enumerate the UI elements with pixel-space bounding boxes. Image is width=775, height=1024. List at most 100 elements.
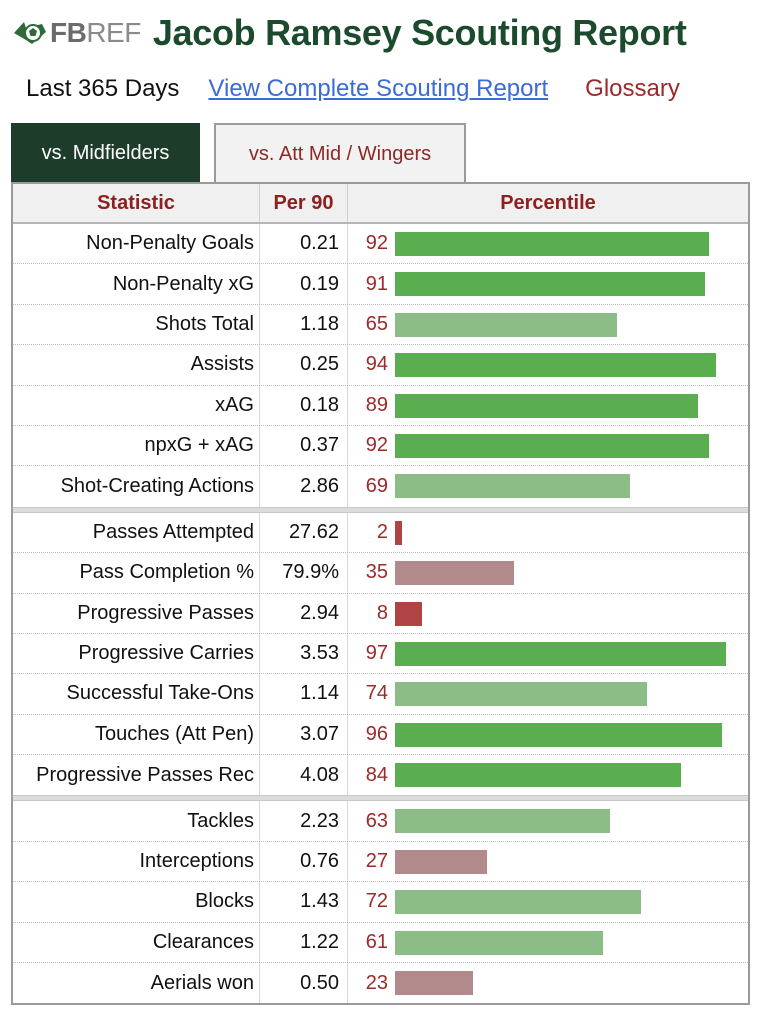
stat-group: Non-Penalty Goals 0.21 92 Non-Penalty xG 0.1… [13, 224, 748, 507]
percentile-value: 92 [365, 232, 388, 255]
group-separator [13, 795, 748, 802]
table-row: Shot-Creating Actions 2.86 69 [13, 466, 748, 507]
percentile-value: 94 [365, 353, 388, 376]
page-title: Jacob Ramsey Scouting Report [152, 12, 687, 53]
stat-group: Passes Attempted 27.62 2 Pass Completion % 7… [13, 512, 748, 796]
scouting-table: Statistic Per 90 Percentile Non-Penalty … [11, 182, 750, 1006]
table-row: Progressive Passes 2.94 8 [13, 593, 748, 634]
percentile-cell: 89 [348, 386, 748, 425]
percentile-cell: 27 [348, 842, 748, 881]
stat-name[interactable]: Blocks [13, 882, 260, 922]
percentile-cell: 92 [348, 224, 748, 263]
percentile-bar [395, 849, 487, 874]
percentile-cell: 2 [348, 513, 748, 552]
stat-name[interactable]: Shot-Creating Actions [13, 466, 260, 507]
percentile-value: 2 [376, 520, 388, 543]
stat-name[interactable]: Progressive Carries [13, 633, 260, 674]
percentile-bar [395, 520, 402, 545]
stat-name[interactable]: Progressive Passes [13, 593, 260, 633]
percentile-cell: 96 [348, 715, 748, 754]
percentile-bar [395, 353, 716, 378]
stat-name[interactable]: Clearances [13, 922, 260, 963]
table-row: Successful Take-Ons 1.14 74 [13, 674, 748, 715]
stat-name[interactable]: Shots Total [13, 304, 260, 345]
stat-name[interactable]: Passes Attempted [13, 512, 260, 553]
percentile-bar [395, 232, 709, 256]
table-body: Non-Penalty Goals 0.21 92 Non-Penalty xG 0.1… [13, 224, 748, 1004]
table-header: Statistic Per 90 Percentile [13, 184, 748, 224]
complete-report-link[interactable]: View Complete Scouting Report [208, 75, 549, 102]
percentile-value: 61 [365, 930, 388, 953]
table-row: Blocks 1.43 72 [13, 882, 748, 923]
percentile-bar [395, 393, 698, 418]
table-row: Passes Attempted 27.62 2 [13, 512, 748, 554]
table-row: npxG + xAG 0.37 92 [13, 425, 748, 467]
comparison-tabs: vs. Midfielders vs. Att Mid / Wingers [11, 123, 466, 183]
column-header-statistic[interactable]: Statistic [13, 184, 260, 222]
percentile-cell: 61 [348, 923, 748, 962]
percentile-value: 65 [365, 312, 388, 335]
stat-name[interactable]: xAG [13, 385, 260, 425]
per90-value: 1.43 [260, 882, 348, 922]
stat-group: Tackles 2.23 63 Interceptions 0.76 27 Blocks 1.… [13, 801, 748, 1004]
stat-name[interactable]: npxG + xAG [13, 425, 260, 466]
percentile-bar [395, 601, 422, 626]
per90-value: 2.86 [260, 466, 348, 507]
stat-name[interactable]: Touches (Att Pen) [13, 714, 260, 755]
percentile-cell: 84 [348, 755, 748, 795]
tab-vs-att-mid-wingers[interactable]: vs. Att Mid / Wingers [214, 123, 466, 183]
column-header-percentile[interactable]: Percentile [500, 191, 596, 214]
table-row: Progressive Carries 3.53 97 [13, 633, 748, 675]
report-subnav: Last 365 Days View Complete Scouting Rep… [26, 72, 680, 106]
per90-value: 0.76 [260, 841, 348, 882]
table-row: Pass Completion % 79.9% 35 [13, 553, 748, 594]
stat-name[interactable]: Interceptions [13, 841, 260, 882]
percentile-value: 23 [365, 971, 388, 994]
tab-vs-midfielders[interactable]: vs. Midfielders [11, 123, 200, 183]
per90-value: 0.50 [260, 963, 348, 1004]
stat-name[interactable]: Aerials won [13, 963, 260, 1004]
stat-name[interactable]: Pass Completion % [13, 553, 260, 593]
percentile-value: 96 [365, 722, 388, 745]
page-header: FBREF Jacob Ramsey Scouting Report [12, 10, 772, 56]
stat-name[interactable]: Progressive Passes Rec [13, 755, 260, 796]
stat-name[interactable]: Non-Penalty xG [13, 264, 260, 304]
percentile-value: 72 [365, 890, 388, 913]
per90-value: 0.25 [260, 345, 348, 385]
percentile-bar [395, 930, 603, 955]
percentile-value: 91 [365, 272, 388, 295]
percentile-cell: 63 [348, 801, 748, 840]
percentile-value: 97 [365, 642, 388, 665]
percentile-value: 84 [365, 763, 388, 786]
table-row: Clearances 1.22 61 [13, 922, 748, 964]
percentile-bar [395, 561, 514, 586]
per90-value: 1.22 [260, 922, 348, 963]
percentile-bar [395, 474, 630, 499]
per90-value: 2.94 [260, 593, 348, 633]
logo-ref-text: REF [86, 17, 141, 48]
per90-value: 3.07 [260, 714, 348, 755]
percentile-cell: 69 [348, 466, 748, 506]
percentile-cell: 91 [348, 264, 748, 303]
stat-name[interactable]: Non-Penalty Goals [13, 224, 260, 264]
percentile-value: 63 [365, 809, 388, 832]
percentile-bar [395, 809, 610, 834]
stat-name[interactable]: Successful Take-Ons [13, 674, 260, 714]
percentile-bar [395, 890, 641, 915]
per90-value: 3.53 [260, 633, 348, 674]
per90-value: 2.23 [260, 801, 348, 841]
table-row: Non-Penalty Goals 0.21 92 [13, 224, 748, 265]
table-row: Tackles 2.23 63 [13, 801, 748, 842]
fbref-logo[interactable]: FBREF [12, 10, 141, 56]
per90-value: 79.9% [260, 553, 348, 593]
per90-value: 27.62 [260, 512, 348, 553]
table-row: Aerials won 0.50 23 [13, 963, 748, 1004]
table-row: Touches (Att Pen) 3.07 96 [13, 714, 748, 756]
per90-value: 1.18 [260, 304, 348, 345]
stat-name[interactable]: Tackles [13, 801, 260, 841]
glossary-link[interactable]: Glossary [585, 75, 680, 102]
table-row: Assists 0.25 94 [13, 345, 748, 386]
column-header-per90[interactable]: Per 90 [260, 184, 348, 222]
stat-name[interactable]: Assists [13, 345, 260, 385]
percentile-cell: 23 [348, 963, 748, 1003]
